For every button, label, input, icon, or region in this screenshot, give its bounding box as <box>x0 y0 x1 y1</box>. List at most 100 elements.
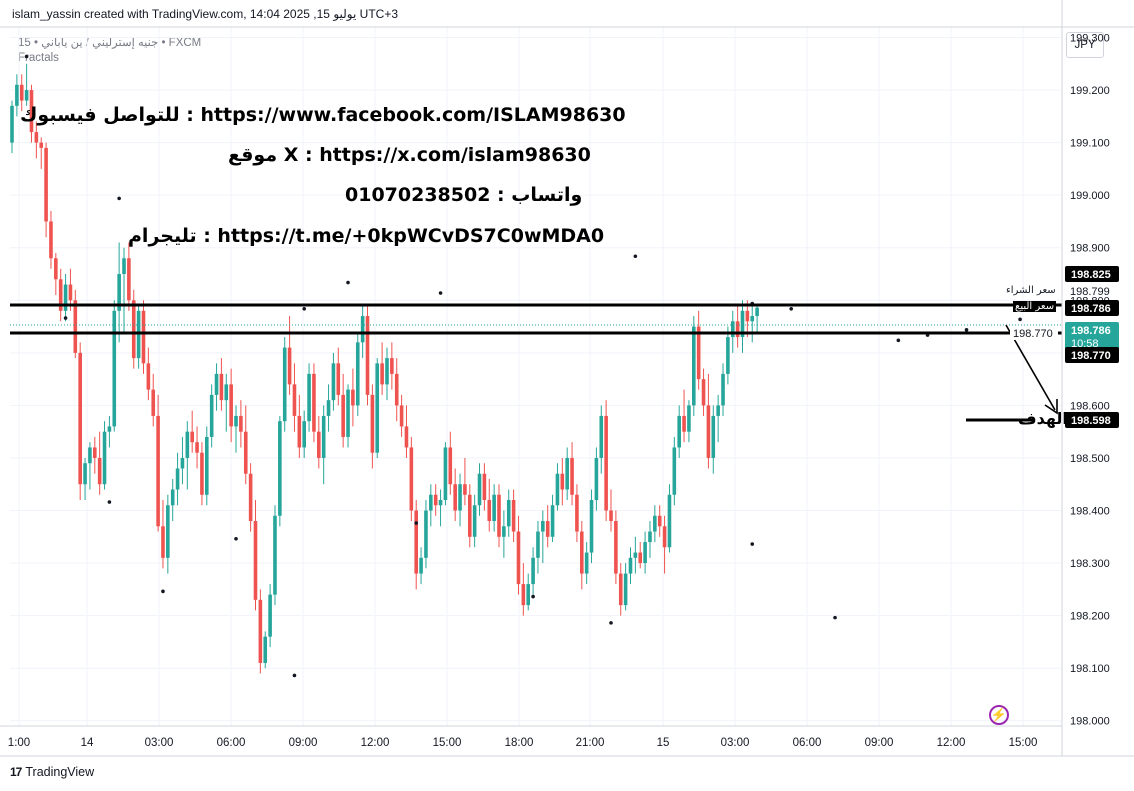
candle-body <box>443 447 448 501</box>
candle-body <box>711 415 716 458</box>
candle-body <box>326 400 331 416</box>
candle-body <box>497 494 501 537</box>
candle-body <box>429 494 433 511</box>
y-tick-label: 199.200 <box>1070 85 1110 97</box>
y-tick-label: 198.200 <box>1070 611 1110 623</box>
target-arrow-head <box>1044 399 1058 415</box>
candle-body <box>321 415 326 458</box>
x-tick-label: 03:00 <box>145 737 174 749</box>
candle-body <box>526 584 531 606</box>
candle-body <box>570 457 574 495</box>
candle-body <box>161 526 165 558</box>
candle-body <box>730 321 735 338</box>
candle-body <box>750 316 755 322</box>
candle-body <box>531 557 535 585</box>
candle-body <box>623 573 628 606</box>
candle-body <box>472 505 477 537</box>
candle-body <box>44 147 48 222</box>
currency-button[interactable]: JPY <box>1066 32 1104 58</box>
x-tick-label: 12:00 <box>361 737 390 749</box>
price-label-bg <box>1065 322 1119 350</box>
candle-body <box>156 415 160 527</box>
candle-body <box>502 526 506 537</box>
candle-body <box>370 394 375 453</box>
fractal-down-marker <box>609 621 613 625</box>
candle-body <box>545 521 550 537</box>
fractal-up-marker <box>964 328 969 332</box>
price-label-bg <box>1065 347 1119 363</box>
candle-body <box>112 310 117 427</box>
candle-body <box>390 358 394 374</box>
x-tick-label: 06:00 <box>217 737 246 749</box>
candle-body <box>54 258 58 280</box>
candle-body <box>278 421 282 516</box>
fractal-down-marker <box>161 589 165 594</box>
candle-body <box>141 310 146 364</box>
candle-body <box>614 521 618 574</box>
x-tick-label: 06:00 <box>793 737 822 749</box>
candle-body <box>73 300 78 353</box>
candle-body <box>253 521 258 600</box>
candle-body <box>477 473 482 506</box>
candle-body <box>341 394 345 437</box>
y-tick-label: 198.100 <box>1070 663 1110 675</box>
horizontal-levels <box>10 303 1062 422</box>
candle-body <box>131 300 136 359</box>
target-annotation: الهدف <box>1018 409 1068 428</box>
lightning-icon[interactable]: ⚡ <box>989 705 1009 725</box>
x-tick-label: 18:00 <box>505 737 534 749</box>
candle-body <box>331 363 336 401</box>
candle-body <box>414 510 419 574</box>
fractal-up-marker <box>896 338 901 343</box>
candle-body <box>755 307 759 317</box>
buy-price-label: سعر الشراء <box>1006 285 1056 296</box>
candle-body <box>385 358 389 385</box>
candle-body <box>745 310 750 322</box>
candle-body <box>360 316 365 343</box>
candle-body <box>219 373 224 401</box>
candle-body <box>229 384 233 427</box>
x-tick-label: 1:00 <box>8 737 30 749</box>
candle-body <box>49 221 53 259</box>
candle-body <box>180 457 185 469</box>
price-label-plain: 198.799 <box>1070 286 1110 298</box>
x-tick-label: 12:00 <box>937 737 966 749</box>
tradingview-brand: TradingView <box>25 765 95 779</box>
candle-body <box>243 431 248 474</box>
candle-body <box>419 557 423 574</box>
tradingview-logo[interactable]: 17 TradingView <box>10 765 94 779</box>
candle-body <box>214 373 219 395</box>
x-tick-label: 03:00 <box>721 737 750 749</box>
candle-body <box>258 599 263 663</box>
symbol-label[interactable]: 15 • جنيه إسترليني / ين ياباني • FXCM <box>18 37 202 49</box>
candle-body <box>657 515 662 527</box>
candle-body <box>433 494 438 506</box>
fractal-down-marker <box>414 521 419 525</box>
candle-body <box>677 415 681 448</box>
candle-body <box>122 258 126 275</box>
candle-body <box>63 284 68 311</box>
x-tick-label: 21:00 <box>576 737 605 749</box>
indicator-label[interactable]: Fractals <box>18 52 59 64</box>
candle-body <box>438 500 443 506</box>
sell-price-label: سعر البيع <box>1013 301 1057 312</box>
candle-body <box>716 405 720 416</box>
candle-body <box>618 573 623 606</box>
candle-body <box>273 515 277 595</box>
candle-body <box>351 389 355 406</box>
candle-body <box>643 542 647 564</box>
candle-body <box>511 500 516 532</box>
candle-body <box>662 526 667 548</box>
candle-body <box>560 473 565 490</box>
candle-body <box>453 484 457 511</box>
candle-body <box>604 415 608 511</box>
fractal-down-marker <box>234 536 238 541</box>
x-tick-label: 15 <box>657 737 670 749</box>
candle-body <box>170 489 175 506</box>
price-label-value: 198.786 <box>1071 325 1111 337</box>
y-tick-label: 199.100 <box>1070 138 1110 150</box>
candle-body <box>239 415 243 432</box>
candle-body <box>117 274 121 311</box>
candle-body <box>721 373 725 406</box>
